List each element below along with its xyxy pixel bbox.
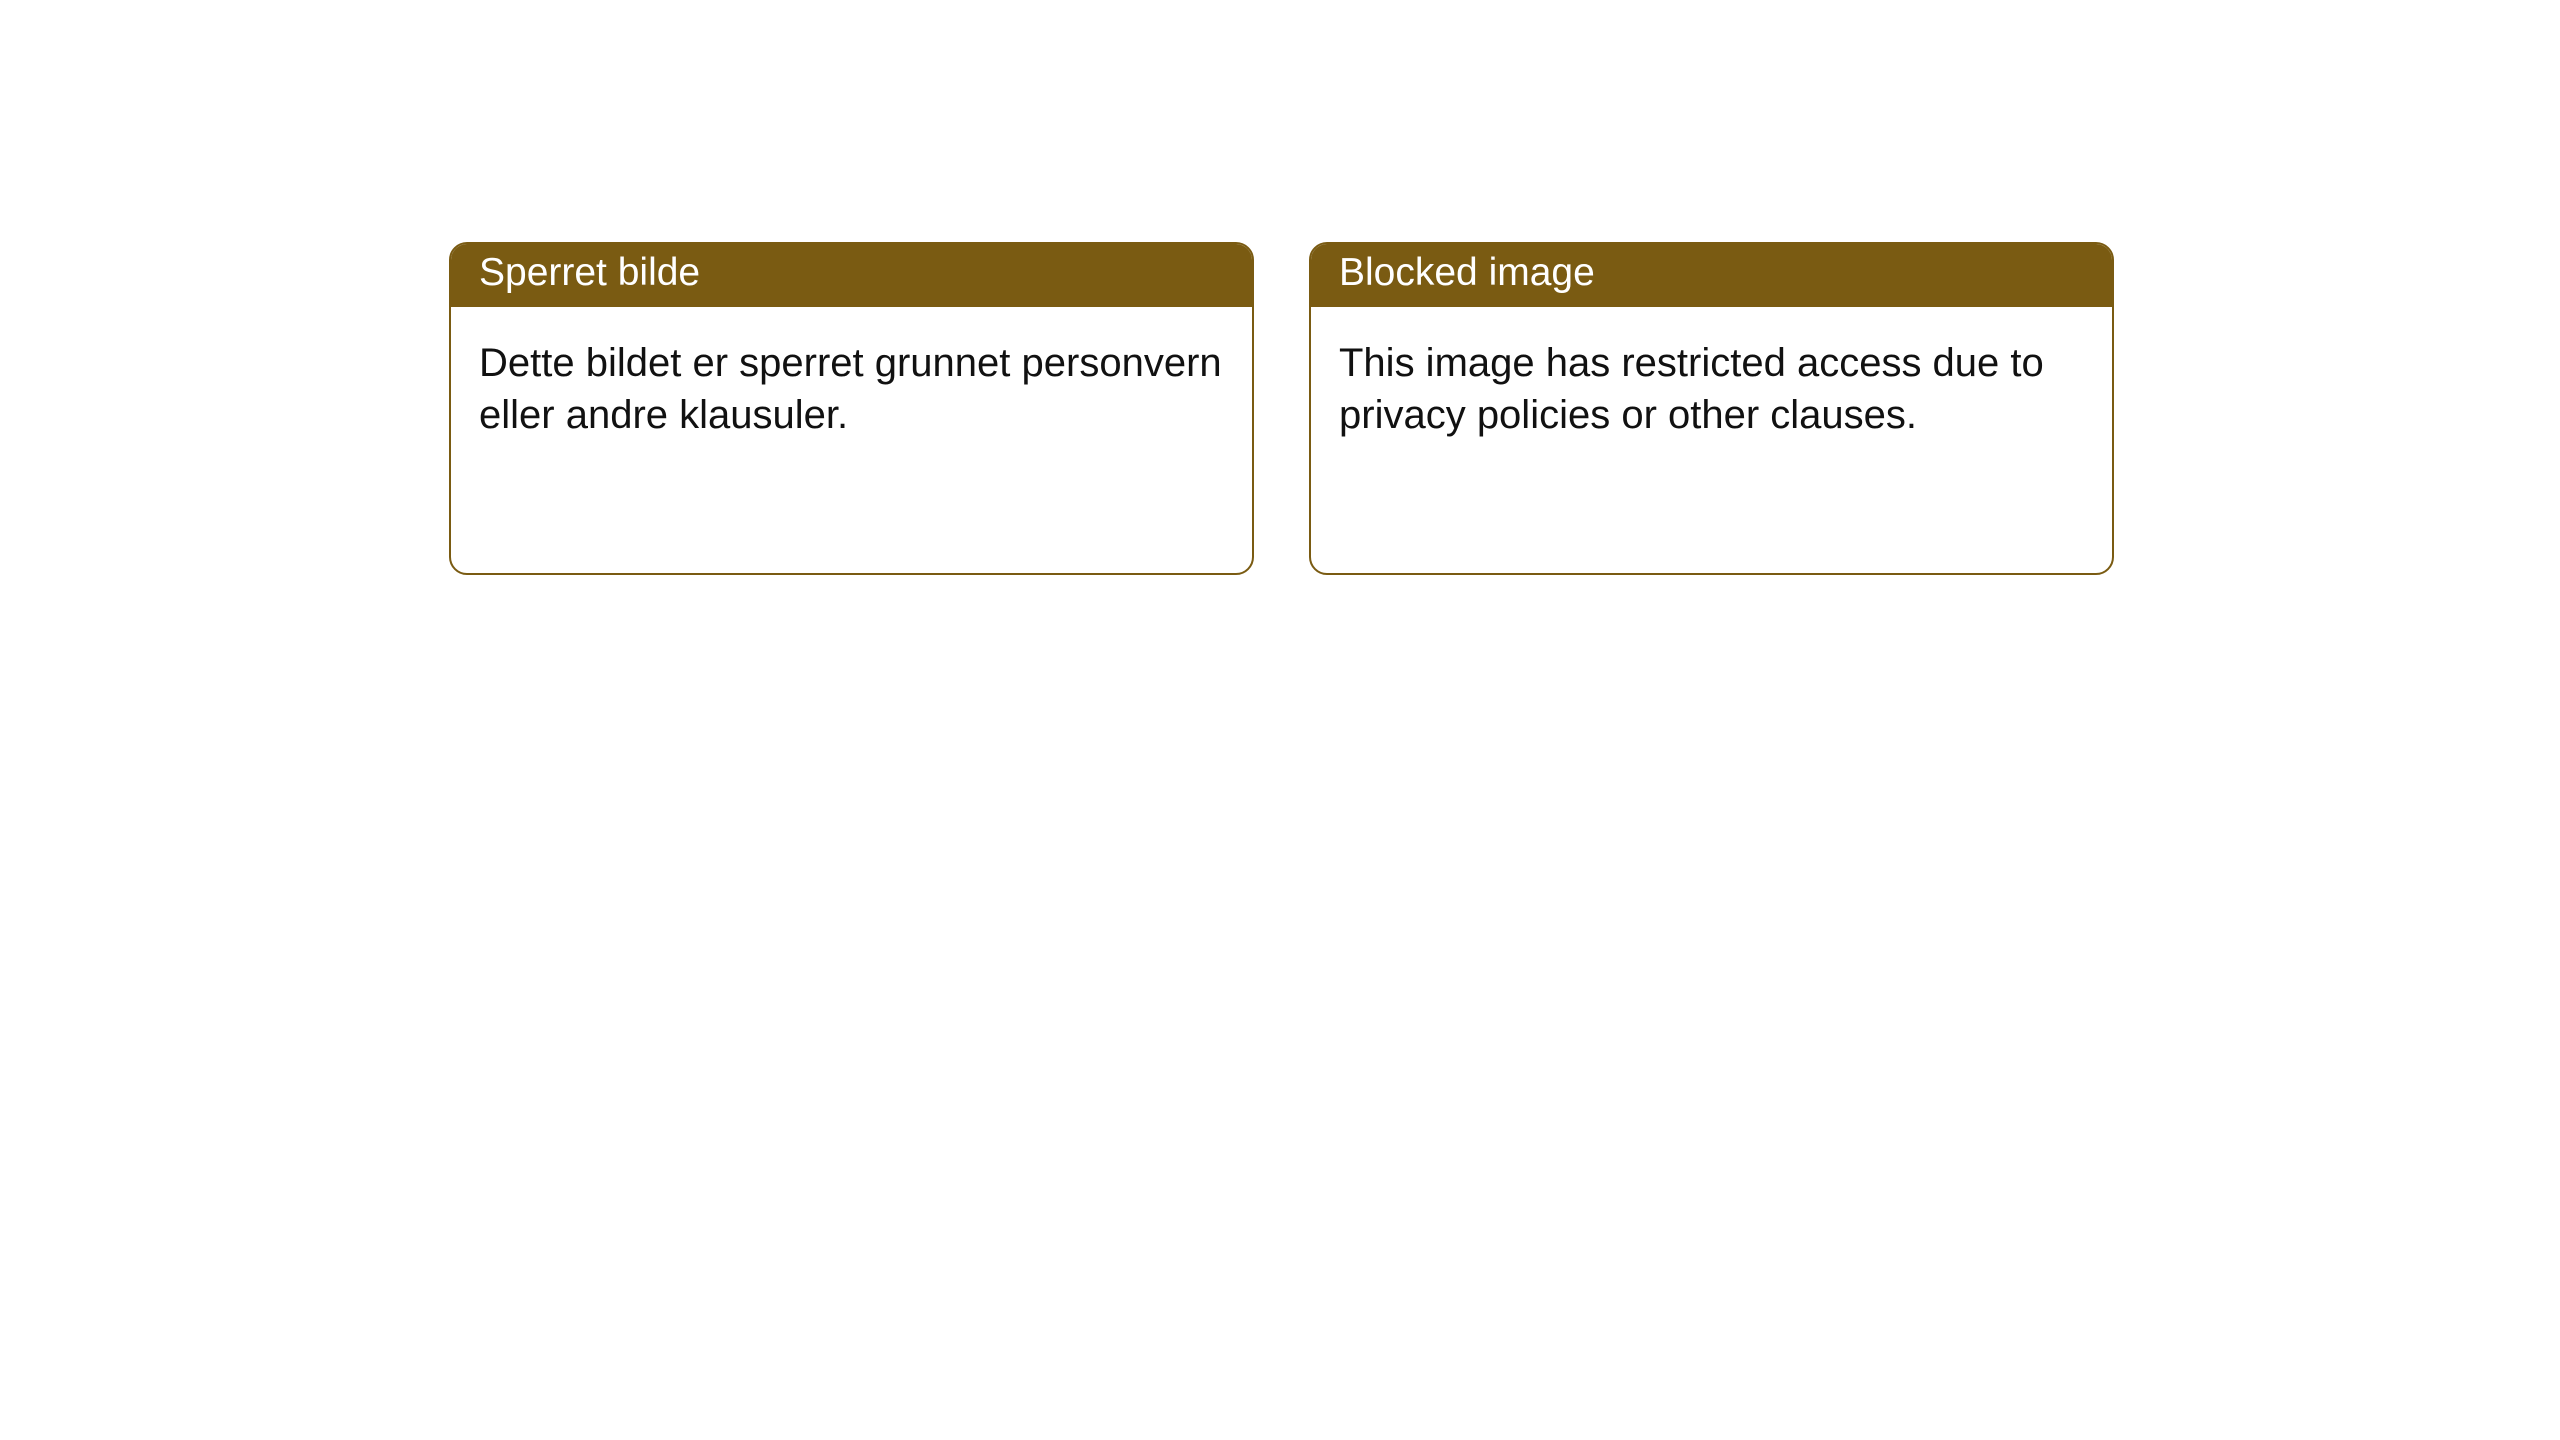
notice-header-no: Sperret bilde	[451, 244, 1252, 307]
notice-card-no: Sperret bilde Dette bildet er sperret gr…	[449, 242, 1254, 575]
notice-card-en: Blocked image This image has restricted …	[1309, 242, 2114, 575]
notice-header-en: Blocked image	[1311, 244, 2112, 307]
notice-body-en: This image has restricted access due to …	[1311, 307, 2112, 461]
notice-container: Sperret bilde Dette bildet er sperret gr…	[0, 0, 2560, 575]
notice-body-no: Dette bildet er sperret grunnet personve…	[451, 307, 1252, 461]
